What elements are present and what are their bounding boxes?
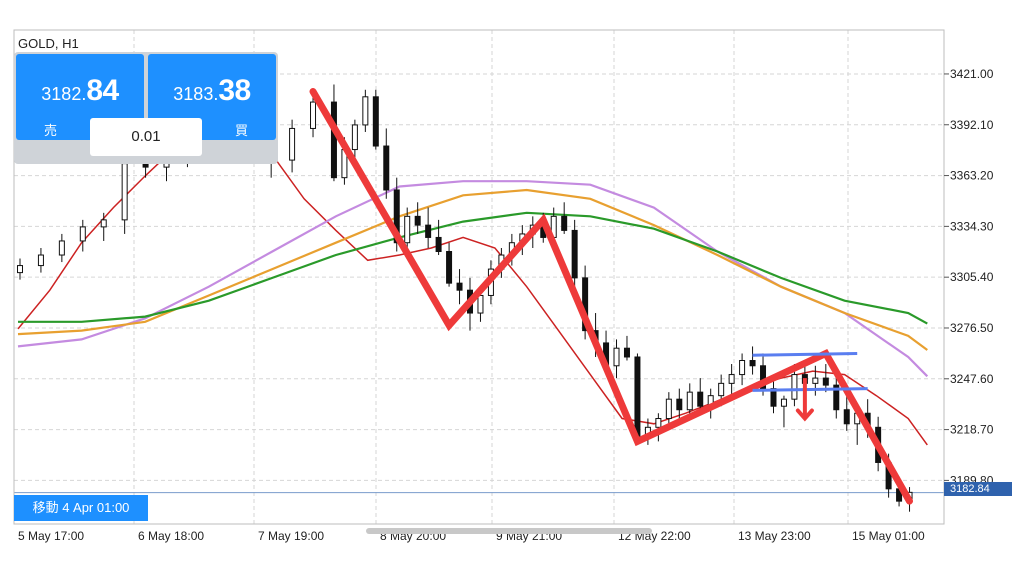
current-price-tag: 3182.84 [944,482,1012,496]
y-tick-label: 3218.70 [950,423,994,437]
candle-body [79,226,86,242]
buy-price: 3183.38 [173,74,251,107]
candle-body [739,360,746,376]
y-tick-label: 3305.40 [950,270,994,284]
candle-body [561,215,568,231]
candle-body [760,365,767,390]
candle-body [697,391,704,407]
candle-body [372,96,379,147]
sell-price: 3182.84 [41,74,119,107]
candle-body [833,384,840,411]
resistance-line [752,351,858,357]
candle-body [843,409,850,425]
candle-body [393,189,400,244]
candle-body [58,240,65,256]
candle-body [17,265,23,274]
lot-size-input[interactable]: 0.01 [90,118,202,156]
sell-label: 売 [44,123,58,138]
candle-body [613,347,620,367]
candle-body [121,163,128,221]
candle-body [686,391,693,411]
candle-body [100,219,107,228]
y-tick-label: 3363.20 [950,169,994,183]
one-click-trade-panel: 3182.84 売 3183.38 買 0.01 [14,52,278,164]
y-tick-label: 3392.10 [950,118,994,132]
candle-body [634,356,641,437]
x-tick-label: 5 May 17:00 [18,529,84,543]
ma-line-3 [18,211,928,325]
symbol-timeframe-label: GOLD, H1 [18,36,79,51]
candle-body [718,382,725,397]
candle-body [362,96,369,126]
x-tick-label: 6 May 18:00 [138,529,204,543]
candle-body [623,347,630,358]
y-tick-label: 3276.50 [950,321,994,335]
candle-body [749,360,756,367]
candle-body [310,101,317,129]
y-tick-label: 3421.00 [950,67,994,81]
ma-line-2 [17,188,928,351]
candle-body [414,215,421,226]
candle-body [812,377,819,384]
candle-body [425,224,432,238]
candle-body [780,398,787,407]
x-tick-label: 7 May 19:00 [258,529,324,543]
x-tick-label: 15 May 01:00 [852,529,925,543]
zigzag-trend-line [309,88,913,505]
candle-body [435,236,442,253]
down-arrow-head [795,408,814,422]
candle-body [477,294,484,314]
candle-body [37,254,44,267]
horizontal-scrollbar[interactable] [366,528,652,534]
candle-body [791,374,798,400]
x-tick-label: 13 May 23:00 [738,529,811,543]
candle-body [142,163,149,168]
sell-button[interactable]: 3182.84 売 [16,54,144,140]
candle-body [728,374,735,384]
candle-body [676,398,683,411]
candle-body [289,127,296,161]
candle-body [446,251,453,284]
ma-line-1 [17,180,929,378]
buy-label: 買 [234,123,248,138]
y-tick-label: 3334.30 [950,219,994,233]
drawn-annotations [309,88,913,505]
candle-body [456,282,463,291]
candle-body [330,101,337,179]
candle-body [822,377,829,386]
y-tick-label: 3247.60 [950,372,994,386]
candle-body [404,215,411,244]
candle-body [655,418,662,428]
support-line [752,387,868,392]
scroll-position-tag[interactable]: 移動 4 Apr 01:00 [14,495,148,521]
candle-body [571,229,578,279]
candle-body [665,398,672,420]
candle-body [383,145,390,191]
candle-body [351,124,358,151]
